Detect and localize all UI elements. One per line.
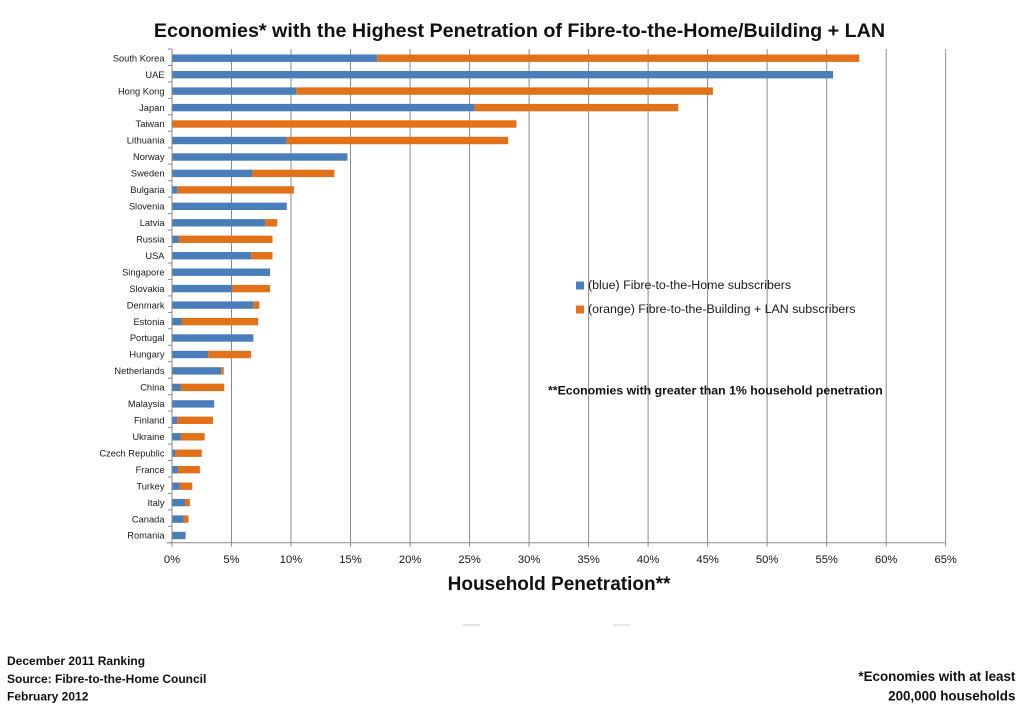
svg-text:February 2012: February 2012	[7, 690, 89, 704]
svg-text:0%: 0%	[164, 554, 180, 566]
svg-text:50%: 50%	[756, 554, 778, 566]
svg-text:40%: 40%	[637, 554, 659, 566]
svg-text:(orange) Fibre-to-the-Building: (orange) Fibre-to-the-Building + LAN sub…	[588, 302, 856, 316]
svg-text:Hungary: Hungary	[129, 350, 164, 360]
svg-text:45%: 45%	[696, 554, 718, 566]
svg-text:*Economies with at least: *Economies with at least	[858, 669, 1016, 684]
svg-text:Finland: Finland	[134, 416, 165, 426]
svg-text:Russia: Russia	[136, 235, 165, 245]
svg-text:China: China	[140, 383, 165, 393]
svg-text:Italy: Italy	[147, 498, 164, 508]
svg-text:25%: 25%	[458, 554, 480, 566]
svg-text:15%: 15%	[339, 554, 361, 566]
svg-text:Hong Kong: Hong Kong	[118, 86, 165, 96]
svg-text:5%: 5%	[223, 554, 239, 566]
svg-text:South Korea: South Korea	[113, 53, 166, 63]
svg-text:December 2011 Ranking: December 2011 Ranking	[7, 654, 145, 668]
svg-text:20%: 20%	[399, 554, 421, 566]
svg-text:Taiwan: Taiwan	[136, 119, 165, 129]
svg-text:Estonia: Estonia	[133, 317, 165, 327]
svg-text:Singapore: Singapore	[122, 267, 164, 277]
svg-text:Source: Fibre-to-the-Home Coun: Source: Fibre-to-the-Home Council	[7, 672, 206, 686]
svg-text:(blue) Fibre-to-the-Home subsc: (blue) Fibre-to-the-Home subscribers	[588, 278, 791, 292]
svg-text:10%: 10%	[280, 554, 302, 566]
svg-text:Turkey: Turkey	[136, 481, 164, 491]
svg-text:200,000 households: 200,000 households	[888, 689, 1015, 704]
svg-text:60%: 60%	[875, 554, 897, 566]
svg-text:Sweden: Sweden	[131, 169, 165, 179]
svg-text:France: France	[136, 465, 165, 475]
svg-text:Slovenia: Slovenia	[129, 202, 165, 212]
svg-text:55%: 55%	[815, 554, 837, 566]
svg-text:Ukraine: Ukraine	[132, 432, 164, 442]
svg-text:65%: 65%	[934, 554, 956, 566]
svg-text:Slovakia: Slovakia	[129, 284, 165, 294]
svg-text:Japan: Japan	[139, 103, 164, 113]
svg-text:Lithuania: Lithuania	[127, 136, 166, 146]
svg-text:35%: 35%	[577, 554, 599, 566]
svg-text:UAE: UAE	[145, 70, 164, 80]
svg-text:**Economies with greater than: **Economies with greater than 1% househo…	[548, 384, 883, 398]
svg-text:Norway: Norway	[133, 152, 165, 162]
svg-text:Portugal: Portugal	[130, 333, 165, 343]
svg-text:Bulgaria: Bulgaria	[130, 185, 165, 195]
svg-text:Household Penetration**: Household Penetration**	[448, 574, 671, 595]
svg-text:Netherlands: Netherlands	[114, 366, 164, 376]
svg-text:30%: 30%	[518, 554, 540, 566]
svg-text:Malaysia: Malaysia	[128, 399, 166, 409]
svg-text:Denmark: Denmark	[127, 300, 165, 310]
svg-text:Czech Republic: Czech Republic	[99, 448, 164, 458]
svg-text:Latvia: Latvia	[140, 218, 166, 228]
svg-text:Romania: Romania	[127, 531, 165, 541]
svg-text:Canada: Canada	[132, 514, 165, 524]
svg-text:Economies* with the Highest Pe: Economies* with the Highest Penetration …	[154, 20, 885, 42]
svg-text:USA: USA	[145, 251, 165, 261]
